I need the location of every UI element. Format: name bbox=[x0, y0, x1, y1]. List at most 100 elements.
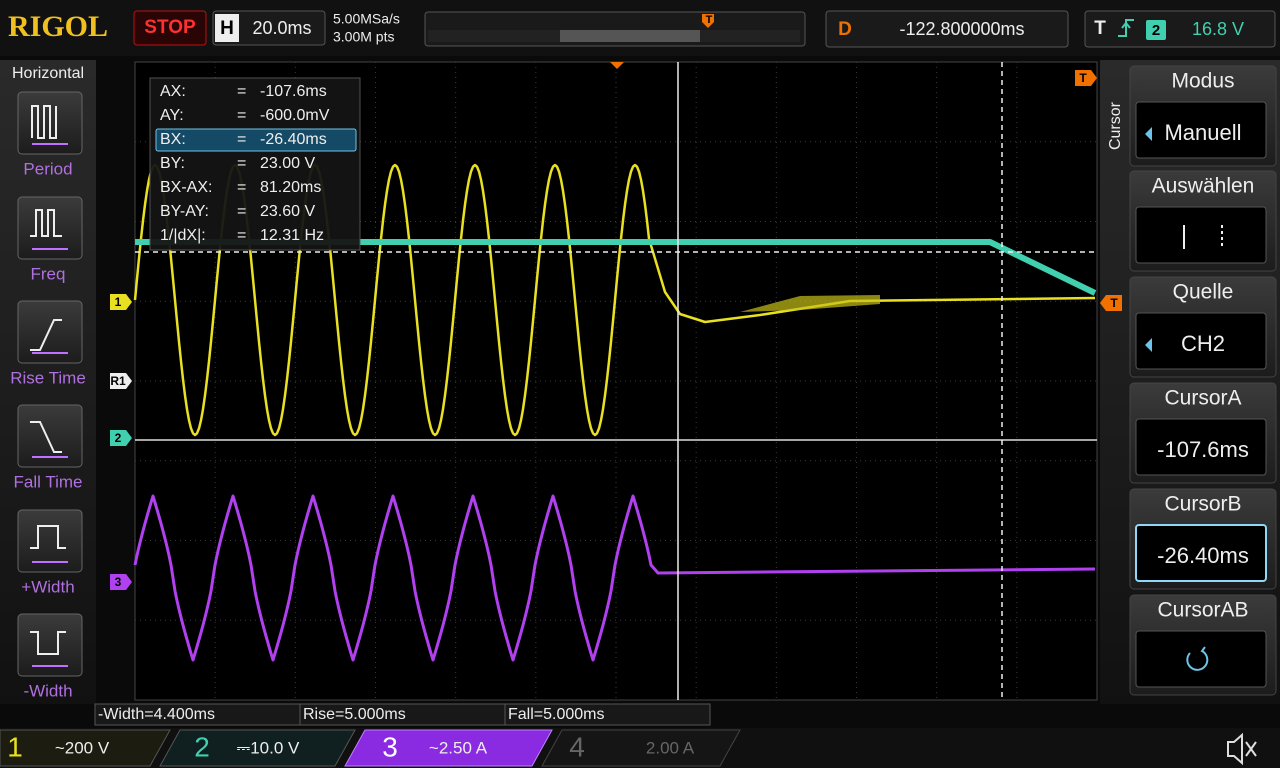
measure-icon bbox=[30, 319, 62, 351]
trigger-level-marker-tag bbox=[1100, 295, 1122, 311]
ch2-marker: 2 bbox=[115, 431, 122, 445]
h-badge bbox=[215, 14, 239, 42]
readout-value: -600.0mV bbox=[260, 107, 330, 124]
readout-label: BY: bbox=[160, 155, 185, 172]
ch3-marker-tag bbox=[110, 574, 132, 590]
measure-icon bbox=[30, 421, 62, 453]
left-menu-title: Horizontal bbox=[12, 65, 84, 82]
sample-rate: 5.00MSa/s bbox=[333, 11, 400, 27]
measure-box bbox=[504, 703, 711, 726]
logo: RIGOL bbox=[8, 10, 108, 43]
measure-icon bbox=[31, 105, 57, 139]
ch3-trace bbox=[133, 494, 1096, 662]
readout-value: 12.31 Hz bbox=[260, 227, 324, 244]
readout-value: 23.60 V bbox=[260, 203, 315, 220]
softkey-label: CursorA bbox=[1164, 387, 1241, 410]
ch3-marker: 3 bbox=[115, 575, 122, 589]
strip-trigger-marker bbox=[702, 14, 714, 28]
ch2-marker-tag bbox=[110, 430, 132, 446]
measurement: Fall=5.000ms bbox=[508, 706, 605, 723]
readout-highlight bbox=[155, 128, 357, 152]
trigger-offset-marker: T bbox=[1079, 71, 1087, 85]
softkey-arrow bbox=[1145, 127, 1152, 141]
measure-item: +Width bbox=[21, 577, 74, 596]
readout-sep: = bbox=[237, 155, 246, 172]
readout-value: 81.20ms bbox=[260, 179, 321, 196]
measure-icon bbox=[30, 631, 66, 655]
ref1-marker: R1 bbox=[110, 374, 126, 388]
softkey-value: -26.40ms bbox=[1157, 543, 1249, 568]
readout-sep: = bbox=[237, 83, 246, 100]
left-menu bbox=[0, 60, 96, 704]
channel-number: 3 bbox=[382, 731, 398, 762]
trigger-level: 16.8 V bbox=[1192, 19, 1244, 39]
trigger-position-marker bbox=[610, 62, 624, 69]
measure-icon-button[interactable] bbox=[17, 196, 83, 260]
measure-item: Period bbox=[23, 159, 72, 178]
run-state: STOP bbox=[144, 17, 196, 38]
ch1-marker-tag bbox=[110, 294, 132, 310]
softkey-value-box bbox=[1135, 312, 1267, 370]
measurement: -Width=4.400ms bbox=[98, 706, 215, 723]
readout-sep: = bbox=[237, 107, 246, 124]
delay-value: -122.800000ms bbox=[899, 19, 1024, 39]
measure-icon-button[interactable] bbox=[17, 300, 83, 364]
measure-icon bbox=[30, 525, 66, 549]
channel-number: 1 bbox=[7, 731, 23, 762]
readout-sep: = bbox=[237, 203, 246, 220]
softkey-value: Manuell bbox=[1164, 120, 1241, 145]
readout-value: -26.40ms bbox=[260, 131, 327, 148]
channel-number: 4 bbox=[569, 731, 585, 762]
measurement: Rise=5.000ms bbox=[303, 706, 406, 723]
channel-1-tab[interactable] bbox=[0, 729, 171, 767]
readout-label: BY-AY: bbox=[160, 203, 209, 220]
readout-label: AX: bbox=[160, 83, 186, 100]
measure-icon-button[interactable] bbox=[17, 404, 83, 468]
measure-item: Rise Time bbox=[10, 368, 86, 387]
softkey-value-box bbox=[1135, 418, 1267, 476]
softkey-value: CH2 bbox=[1181, 331, 1225, 356]
delay-box[interactable] bbox=[825, 10, 1069, 48]
readout-value: 23.00 V bbox=[260, 155, 315, 172]
measure-icon-button[interactable] bbox=[17, 613, 83, 677]
timebase-box[interactable] bbox=[212, 10, 326, 46]
cursor-ab-icon bbox=[1186, 646, 1209, 671]
trigger-edge-icon bbox=[1118, 19, 1134, 37]
channel-number: 2 bbox=[194, 731, 210, 762]
memory-depth: 3.00M pts bbox=[333, 29, 394, 45]
measure-icon bbox=[30, 209, 62, 237]
timebase: 20.0ms bbox=[252, 18, 311, 38]
readout-label: BX-AX: bbox=[160, 179, 212, 196]
channel-setting: ~2.50 A bbox=[429, 738, 488, 757]
trigger-box[interactable] bbox=[1084, 10, 1276, 48]
measure-item: -Width bbox=[23, 681, 72, 700]
softkey-value-box bbox=[1135, 630, 1267, 688]
softkey-value: -107.6ms bbox=[1157, 437, 1249, 462]
measure-icon-button[interactable] bbox=[17, 509, 83, 573]
softkey-arrow bbox=[1145, 338, 1152, 352]
delay-label: D bbox=[838, 19, 852, 40]
readout-sep: = bbox=[237, 227, 246, 244]
readout-label: 1/|dX|: bbox=[160, 227, 206, 244]
softkey-value-box bbox=[1135, 524, 1267, 582]
trigger-offset-marker-tag bbox=[1075, 70, 1097, 86]
readout-value: -107.6ms bbox=[260, 83, 327, 100]
h-label: H bbox=[220, 18, 234, 39]
right-menu-title: Cursor bbox=[1107, 101, 1124, 150]
channel-2-tab[interactable] bbox=[159, 729, 356, 767]
softkey-label: Modus bbox=[1171, 70, 1234, 93]
trigger-source: 2 bbox=[1152, 22, 1160, 39]
run-state-box[interactable] bbox=[133, 10, 207, 46]
softkey-value-box bbox=[1135, 206, 1267, 264]
channel-3-tab[interactable] bbox=[344, 729, 553, 767]
softkey-label: Auswählen bbox=[1152, 175, 1255, 198]
readout-sep: = bbox=[237, 179, 246, 196]
speaker-icon bbox=[1227, 732, 1257, 766]
labels: AX: = -107.6ms AY: = -600.0mV BX: = -26.40ms BY: =… bbox=[7, 10, 1277, 766]
readout-label: BX: bbox=[160, 131, 186, 148]
softkey-label: Quelle bbox=[1173, 281, 1234, 304]
readout-label: AY: bbox=[160, 107, 184, 124]
channel-4-tab[interactable] bbox=[541, 729, 741, 767]
trigger-source-badge bbox=[1146, 20, 1166, 40]
